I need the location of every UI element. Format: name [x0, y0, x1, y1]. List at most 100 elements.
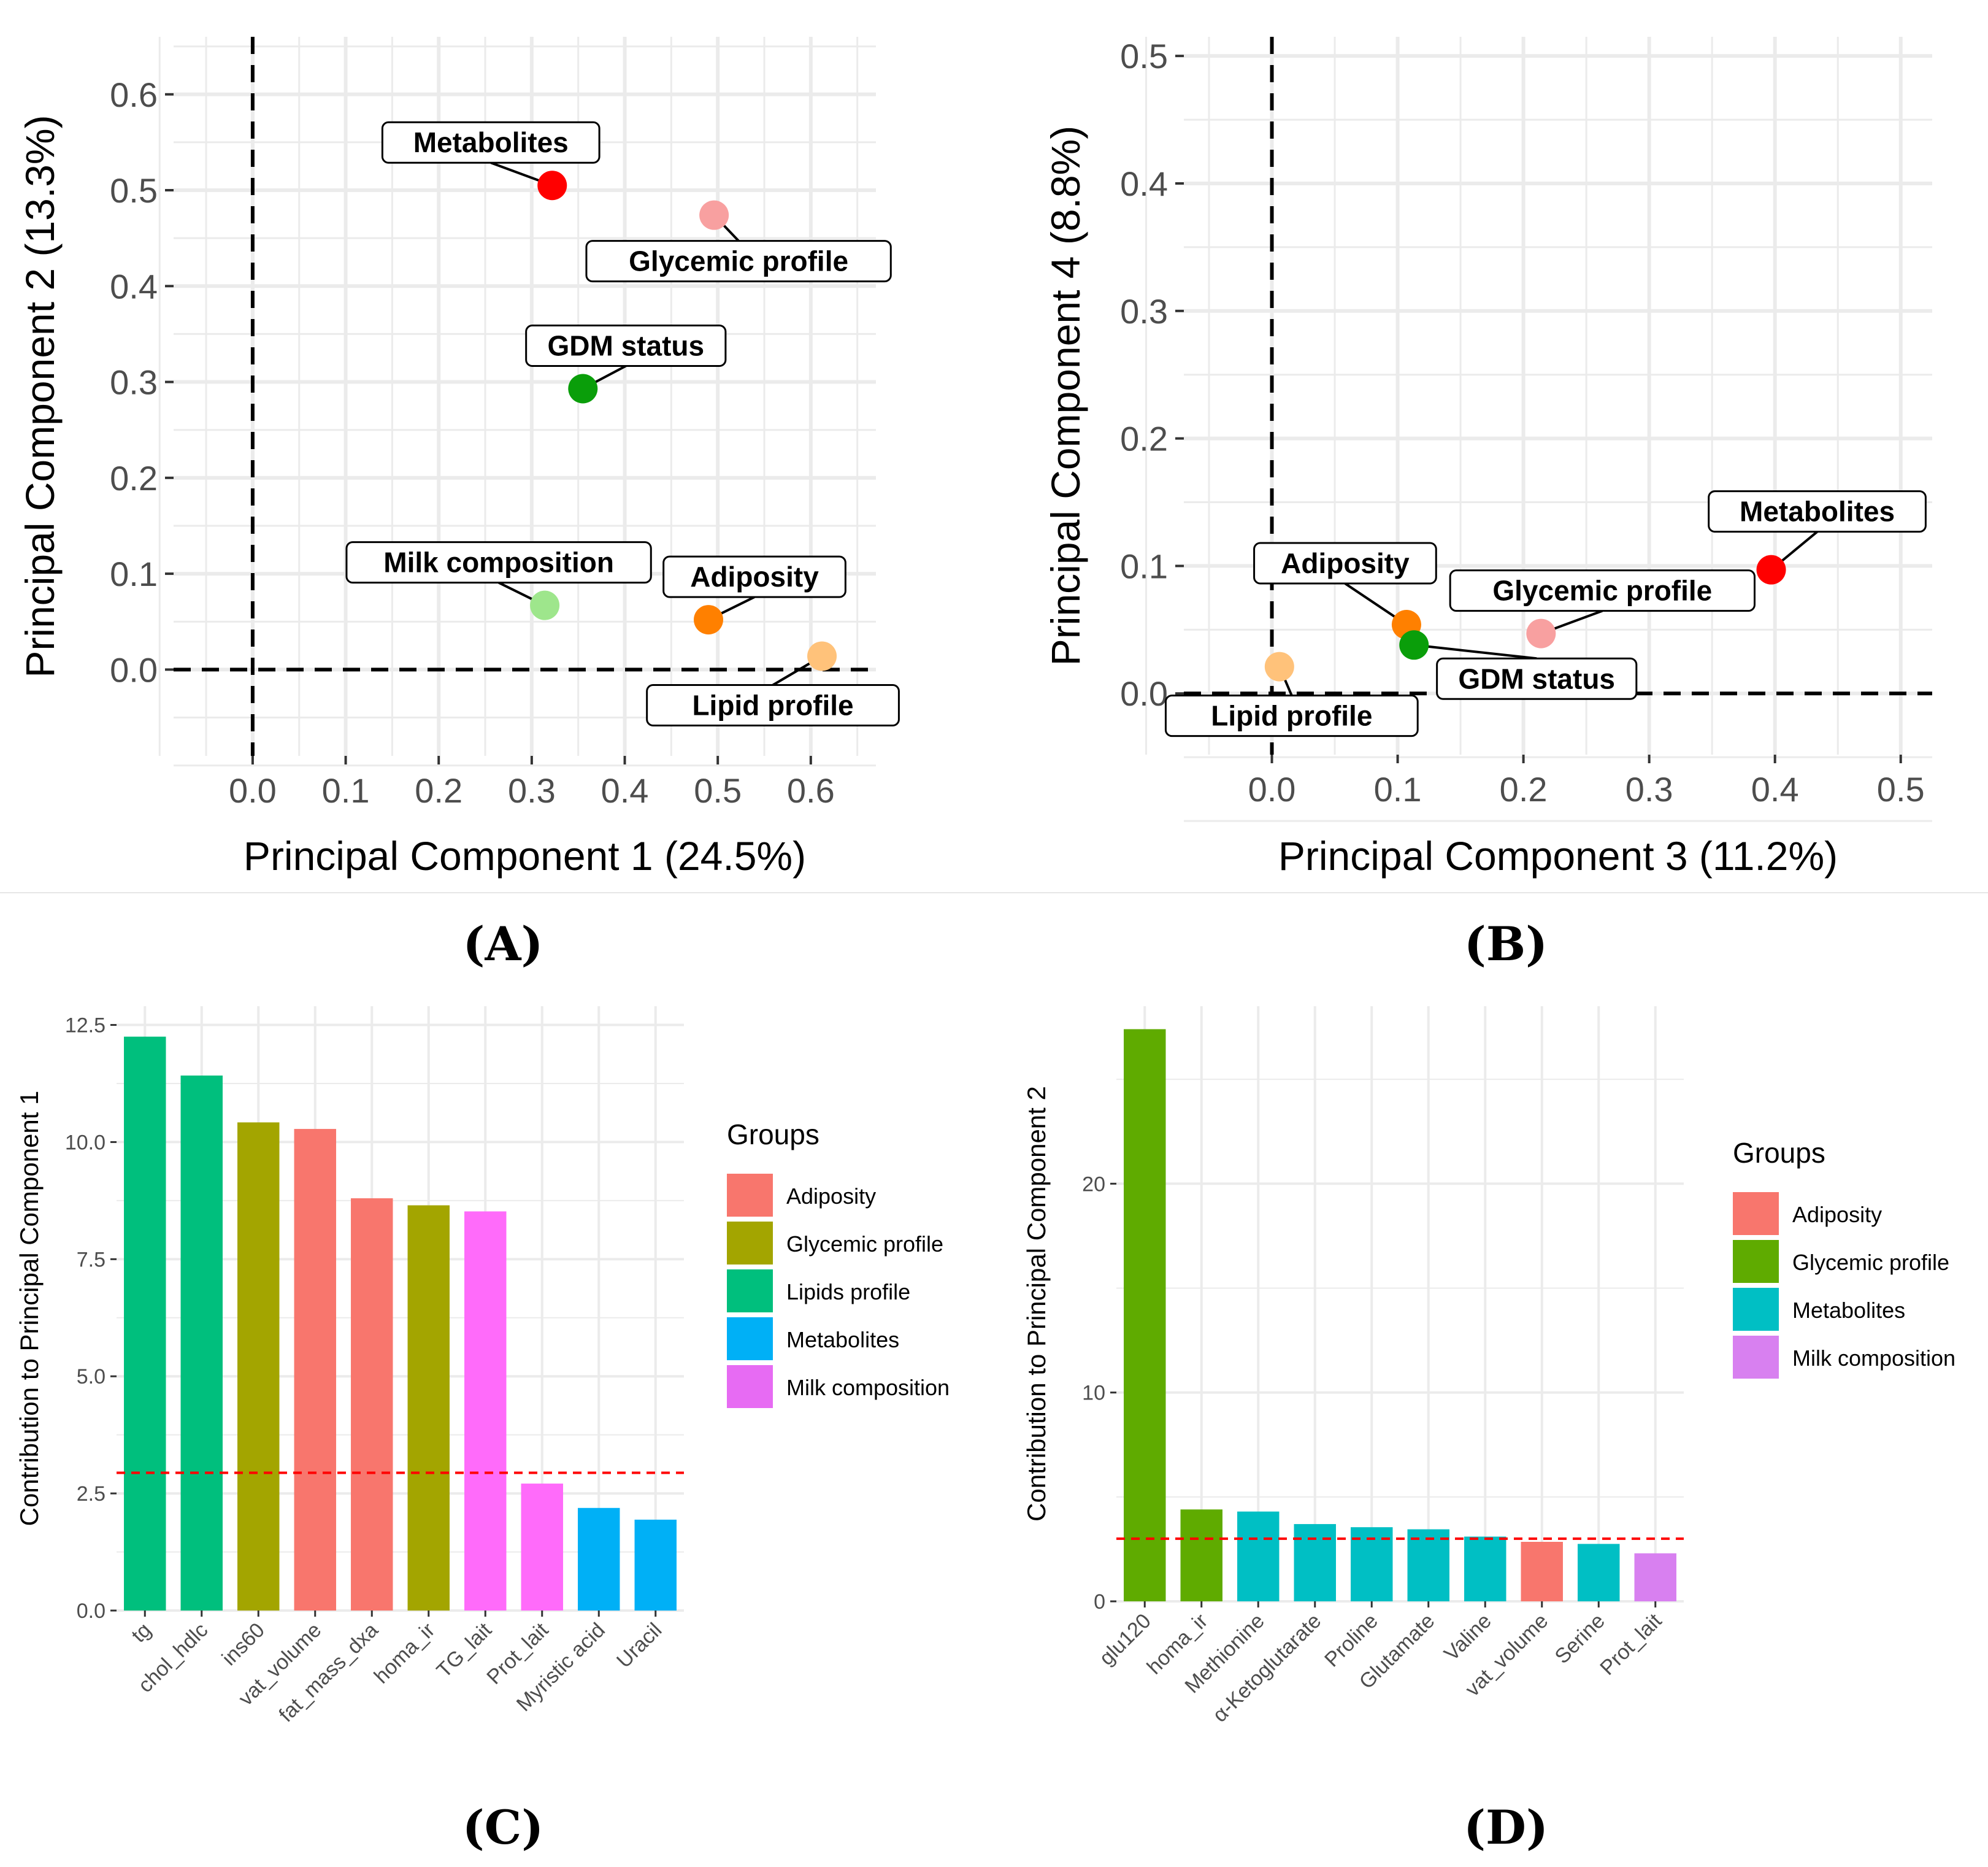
y-tick-label: 12.5 [65, 1014, 106, 1037]
legend-swatch [1733, 1288, 1779, 1331]
y-tick-label: 0.3 [110, 363, 158, 402]
y-tick-label: 0 [1094, 1590, 1105, 1614]
y-tick-label: 0.4 [110, 267, 158, 306]
y-tick-label: 0.5 [110, 171, 158, 210]
point-label-box [646, 683, 900, 726]
y-tick-label: 0.0 [1120, 674, 1168, 713]
point-label-box [585, 240, 892, 283]
legend-swatch [727, 1269, 773, 1312]
point-label: Metabolites [1740, 496, 1895, 528]
x-tick-label: 0.0 [1248, 770, 1296, 809]
point-label: Glycemic profile [1492, 575, 1712, 607]
panel-label: (B) [1464, 917, 1548, 971]
legend-swatch [1733, 1240, 1779, 1283]
x-tick-label: 0.6 [787, 771, 835, 810]
y-tick-label: 0.2 [110, 459, 158, 498]
x-tick-label: 0.3 [508, 771, 556, 810]
point-label-box [345, 541, 652, 584]
y-tick-label: 0.0 [110, 650, 158, 689]
label-leader-line [1414, 644, 1537, 660]
x-tick-label: 0.1 [1374, 770, 1422, 809]
bar-glutamate [1407, 1529, 1449, 1601]
point-label: Lipid profile [692, 689, 853, 721]
point-label: Adiposity [1281, 547, 1410, 579]
point-lipid-profile [1264, 652, 1294, 682]
point-label: GDM status [1458, 663, 1615, 695]
x-tick-label: 0.3 [1625, 770, 1673, 809]
bar-valine [1464, 1536, 1506, 1601]
x-tick-label: 0.2 [415, 771, 462, 810]
point-label: Glycemic profile [629, 245, 848, 277]
point-label: GDM status [547, 329, 704, 361]
legend-swatch [727, 1365, 773, 1408]
legend-title: Groups [727, 1118, 819, 1150]
bar-ins60 [237, 1122, 280, 1611]
panel-label: (D) [1464, 1800, 1548, 1855]
y-tick-label: 20 [1082, 1172, 1105, 1196]
bar-vat-volume [294, 1129, 336, 1611]
point-milk-composition [530, 590, 560, 620]
panel-divider [0, 892, 1988, 893]
point-label: Lipid profile [1211, 700, 1372, 732]
point-metabolites [537, 171, 567, 201]
bar-chol-hdlc [180, 1076, 223, 1611]
legend-label: Metabolites [786, 1327, 899, 1352]
bar-tg-lait [464, 1211, 507, 1611]
x-tick-label: 0.0 [229, 771, 277, 810]
point-label-box [525, 324, 727, 367]
point-label-box [1164, 695, 1419, 737]
legend-label: Glycemic profile [1792, 1250, 1949, 1275]
bar-prot-lait [1634, 1553, 1676, 1601]
point-label-box [1708, 490, 1927, 533]
point-label: Metabolites [413, 126, 569, 158]
legend-label: Lipids profile [786, 1279, 910, 1304]
legend: Groups Adiposity Glycemic profile Lipids pr… [727, 1118, 950, 1408]
point-label-box [1436, 657, 1638, 700]
scatter-panel-a: 0.0 0.1 0.2 0.3 0.4 0.5 0.6 0.0 0.1 0.2 0.3 0.4 0.5 0… [17, 37, 900, 971]
bar-uracil [634, 1519, 677, 1611]
legend-swatch [1733, 1336, 1779, 1379]
bar-panel-d: 01020glu120homa_irMethionineα-Ketoglutar… [1022, 1006, 1955, 1855]
bar-homa-ir [407, 1205, 450, 1611]
legend-swatch [727, 1222, 773, 1265]
bar-glu120 [1124, 1029, 1166, 1601]
point-label: Milk composition [383, 547, 614, 579]
point-label-box [1449, 569, 1756, 612]
y-tick-label: 10 [1082, 1382, 1105, 1405]
panel-label: (C) [462, 1800, 543, 1855]
legend-swatch [1733, 1192, 1779, 1235]
point-lipid-profile [807, 641, 837, 671]
x-tick-label: tg [127, 1619, 156, 1647]
x-tick-label: 0.5 [694, 771, 742, 810]
point-gdm-status [568, 374, 598, 404]
y-tick-label: 0.5 [1120, 37, 1168, 75]
point-adiposity [694, 605, 724, 635]
bar-tg [124, 1036, 166, 1611]
y-tick-label: 10.0 [65, 1131, 106, 1154]
legend-label: Glycemic profile [786, 1231, 943, 1257]
x-tick-label: ins60 [218, 1619, 269, 1670]
bar-fat-mass-dxa [351, 1198, 393, 1611]
bar-myristic-acid [578, 1507, 620, 1611]
y-tick-label: 0.1 [110, 555, 158, 593]
point-label: Adiposity [690, 561, 819, 593]
legend-label: Adiposity [786, 1184, 876, 1209]
scatter-panel-b: 0.0 0.1 0.2 0.3 0.4 0.5 0.0 0.1 0.2 0.3 0.4 0.5 Prin… [1043, 37, 1932, 971]
point-glycemic-profile [1526, 618, 1556, 649]
y-axis-title: Principal Component 2 (13.3%) [17, 115, 63, 677]
x-tick-label: 0.4 [1751, 770, 1799, 809]
point-label-box [662, 555, 846, 598]
point-label-box [381, 121, 601, 164]
legend-label: Adiposity [1792, 1202, 1882, 1227]
legend-label: Milk composition [786, 1375, 950, 1400]
bar-methionine [1237, 1511, 1280, 1601]
legend-swatch [727, 1174, 773, 1217]
x-tick-label: fat_mass_dxa [274, 1619, 383, 1727]
y-tick-label: 5.0 [77, 1365, 106, 1388]
legend: Groups Adiposity Glycemic profile Metabolit… [1733, 1137, 1955, 1379]
point-gdm-status [1399, 630, 1429, 660]
point-label-box [1253, 542, 1437, 585]
y-axis-title: Principal Component 4 (8.8%) [1043, 126, 1088, 666]
